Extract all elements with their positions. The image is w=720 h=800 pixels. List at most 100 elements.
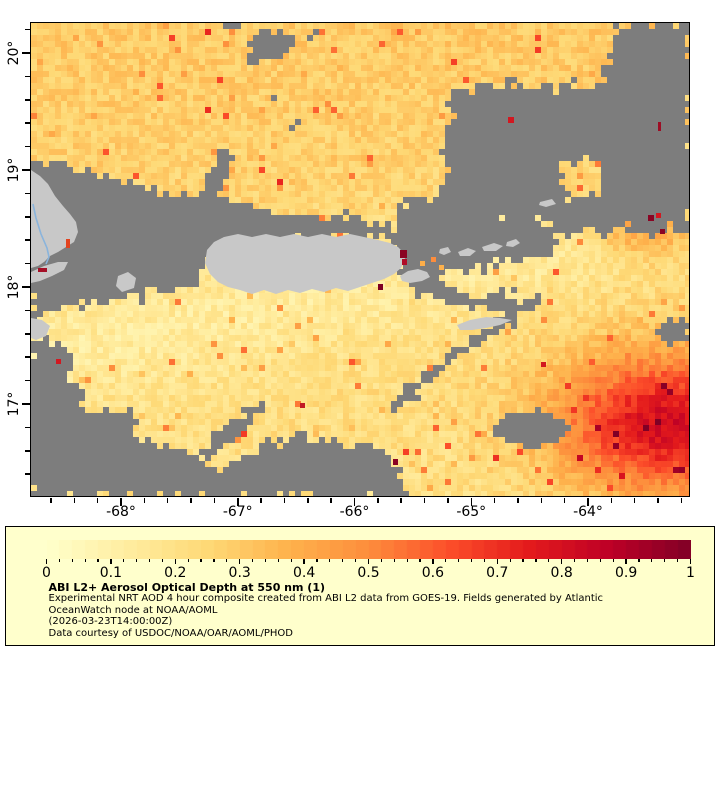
- colorbar: [46, 539, 691, 559]
- axis-tick: [353, 497, 356, 506]
- axis-tick: [445, 558, 447, 562]
- caption-block: ABI L2+ Aerosol Optical Depth at 550 nm …: [48, 580, 604, 640]
- axis-tick: [423, 497, 426, 503]
- caption-line: Experimental NRT AOD 4 hour composite cr…: [48, 593, 604, 604]
- axis-tick: [458, 558, 460, 562]
- axis-tick: [664, 558, 666, 562]
- axis-tick: [226, 558, 228, 562]
- axis-tick: [563, 497, 566, 503]
- axis-tick: [97, 558, 99, 562]
- axis-tick: [148, 558, 151, 562]
- axis-tick: [303, 558, 305, 564]
- axis-tick: [21, 286, 30, 288]
- axis-tick: [24, 122, 30, 124]
- axis-tick: [190, 497, 192, 503]
- axis-tick: [277, 558, 279, 562]
- lat-tick-label: 17°: [6, 391, 22, 417]
- axis-tick: [24, 309, 30, 312]
- caption-title: ABI L2+ Aerosol Optical Depth at 550 nm …: [48, 580, 326, 594]
- axis-tick: [21, 169, 30, 171]
- colorbar-tick-label: 0.6: [421, 564, 445, 581]
- axis-tick: [174, 558, 177, 564]
- axis-tick: [470, 497, 472, 506]
- axis-tick: [393, 558, 395, 562]
- axis-tick: [470, 558, 473, 562]
- lon-tick-label: -64°: [573, 504, 603, 520]
- colorbar-tick-label: 0.2: [164, 564, 187, 581]
- axis-tick: [161, 558, 163, 562]
- axis-tick: [50, 497, 52, 503]
- axis-tick: [377, 497, 379, 503]
- axis-tick: [24, 262, 30, 265]
- lat-tick-label: 18°: [6, 274, 22, 300]
- axis-tick: [73, 497, 76, 503]
- axis-tick: [573, 558, 576, 562]
- axis-tick: [522, 558, 524, 562]
- axis-tick: [136, 558, 138, 562]
- axis-tick: [24, 145, 30, 148]
- axis-tick: [612, 558, 614, 562]
- axis-tick: [307, 497, 309, 503]
- axis-tick: [45, 558, 48, 564]
- axis-tick: [680, 497, 683, 503]
- axis-tick: [496, 558, 499, 564]
- axis-tick: [419, 558, 421, 562]
- axis-tick: [483, 558, 485, 562]
- colorbar-tick-label: 0.4: [292, 564, 316, 581]
- colorbar-tick-label: 0.8: [550, 564, 573, 581]
- axis-tick: [110, 558, 112, 564]
- axis-tick: [200, 558, 202, 562]
- axis-tick: [58, 558, 60, 562]
- axis-tick: [677, 558, 679, 562]
- axis-tick: [342, 558, 344, 562]
- axis-tick: [237, 497, 239, 506]
- axis-tick: [330, 497, 332, 503]
- lon-tick-label: -65°: [456, 504, 487, 520]
- axis-tick: [540, 497, 543, 503]
- axis-tick: [432, 558, 434, 564]
- axis-tick: [633, 497, 636, 503]
- axis-tick: [316, 558, 318, 562]
- axis-tick: [406, 558, 408, 562]
- axis-tick: [238, 558, 241, 564]
- colorbar-tick-label: 0.9: [614, 564, 638, 581]
- axis-tick: [84, 558, 86, 562]
- axis-tick: [264, 558, 267, 562]
- axis-tick: [380, 558, 382, 562]
- axis-tick: [123, 558, 125, 562]
- colorbar-tick-label: 0.5: [357, 564, 380, 581]
- caption-line: Data courtesy of USDOC/NOAA/OAR/AOML/PHO…: [48, 627, 294, 639]
- aod-heatmap-canvas: [30, 22, 689, 496]
- axis-tick: [355, 558, 357, 562]
- axis-tick: [143, 497, 146, 503]
- colorbar-tick-label: 0: [42, 564, 51, 581]
- axis-tick: [400, 497, 402, 503]
- caption-line: OceanWatch node at NOAA/AOML: [48, 604, 218, 616]
- axis-tick: [71, 558, 73, 562]
- axis-tick: [599, 558, 601, 562]
- axis-tick: [548, 558, 550, 562]
- axis-tick: [367, 558, 370, 564]
- map-frame: [29, 21, 690, 497]
- axis-tick: [24, 426, 30, 429]
- legend-box: 0 0.1 0.2 0.3 0.4 0.5 0.6 0.7 0.8 0.9 1 ABI L2+ Ae…: [4, 525, 715, 646]
- axis-tick: [166, 497, 169, 503]
- axis-tick: [689, 558, 692, 564]
- axis-tick: [638, 558, 640, 562]
- axis-tick: [21, 52, 30, 54]
- axis-tick: [24, 356, 30, 358]
- axis-tick: [213, 558, 215, 562]
- axis-tick: [187, 558, 189, 562]
- axis-tick: [283, 497, 286, 503]
- axis-tick: [587, 497, 589, 506]
- axis-tick: [560, 558, 563, 564]
- axis-tick: [24, 216, 30, 218]
- axis-tick: [213, 497, 216, 503]
- axis-tick: [120, 497, 122, 506]
- axis-tick: [24, 379, 30, 382]
- axis-tick: [24, 450, 30, 452]
- axis-tick: [509, 558, 511, 562]
- colorbar-tick-label: 0.1: [99, 564, 123, 581]
- colorbar-tick-label: 0.3: [228, 564, 251, 581]
